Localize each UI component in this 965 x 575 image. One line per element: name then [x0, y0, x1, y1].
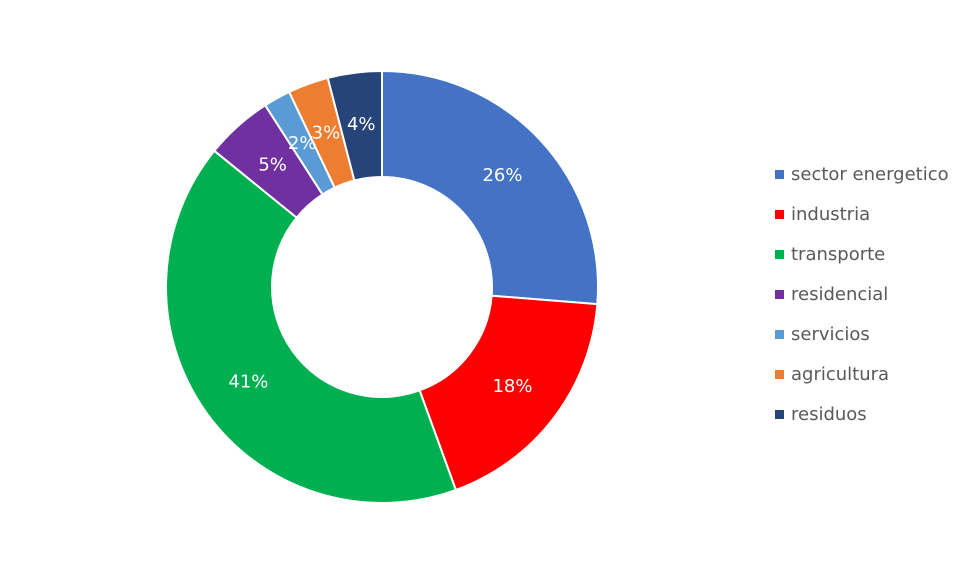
- slice-label-servicios: 2%: [288, 133, 317, 154]
- legend-swatch-residuos: [775, 409, 784, 419]
- legend-swatch-agricultura: [775, 369, 784, 379]
- legend-item-residencial: residencial: [775, 274, 949, 314]
- slice-industria: [418, 294, 599, 492]
- legend-item-industria: industria: [775, 194, 949, 234]
- slice-label-residuos: 4%: [347, 114, 376, 135]
- slice-residuos: [326, 69, 383, 182]
- legend-label-residencial: residencial: [791, 283, 889, 305]
- slice-label-industria: 18%: [492, 376, 532, 397]
- legend-swatch-sector-energetico: [775, 169, 784, 179]
- legend-label-industria: industria: [791, 203, 871, 225]
- legend-item-agricultura: agricultura: [775, 354, 949, 394]
- slice-label-residencial: 5%: [258, 154, 287, 175]
- legend-label-transporte: transporte: [791, 243, 886, 265]
- legend-swatch-residencial: [775, 289, 784, 299]
- slice-labels: 26% 18% 41% 5%2%3% 4%: [228, 114, 532, 397]
- slice-sector-energetico: [381, 69, 599, 306]
- legend-swatch-transporte: [775, 249, 784, 259]
- donut-slices: [165, 69, 599, 504]
- legend-item-transporte: transporte: [775, 234, 949, 274]
- slice-label-transporte: 41%: [228, 372, 268, 393]
- slice-transporte: [165, 149, 458, 504]
- legend-item-servicios: servicios: [775, 314, 949, 354]
- legend-label-servicios: servicios: [791, 323, 870, 345]
- legend-item-sector-energetico: sector energetico: [775, 154, 949, 194]
- legend-label-agricultura: agricultura: [791, 363, 890, 385]
- slice-label-agricultura: 3%: [312, 122, 341, 143]
- chart-legend: sector energetico industria transporte resi…: [775, 154, 949, 434]
- legend-item-residuos: residuos: [775, 394, 949, 434]
- legend-label-sector-energetico: sector energetico: [791, 163, 949, 185]
- slice-label-sector-energetico: 26%: [482, 165, 522, 186]
- legend-swatch-industria: [775, 209, 784, 219]
- legend-swatch-servicios: [775, 329, 784, 339]
- legend-label-residuos: residuos: [791, 403, 867, 425]
